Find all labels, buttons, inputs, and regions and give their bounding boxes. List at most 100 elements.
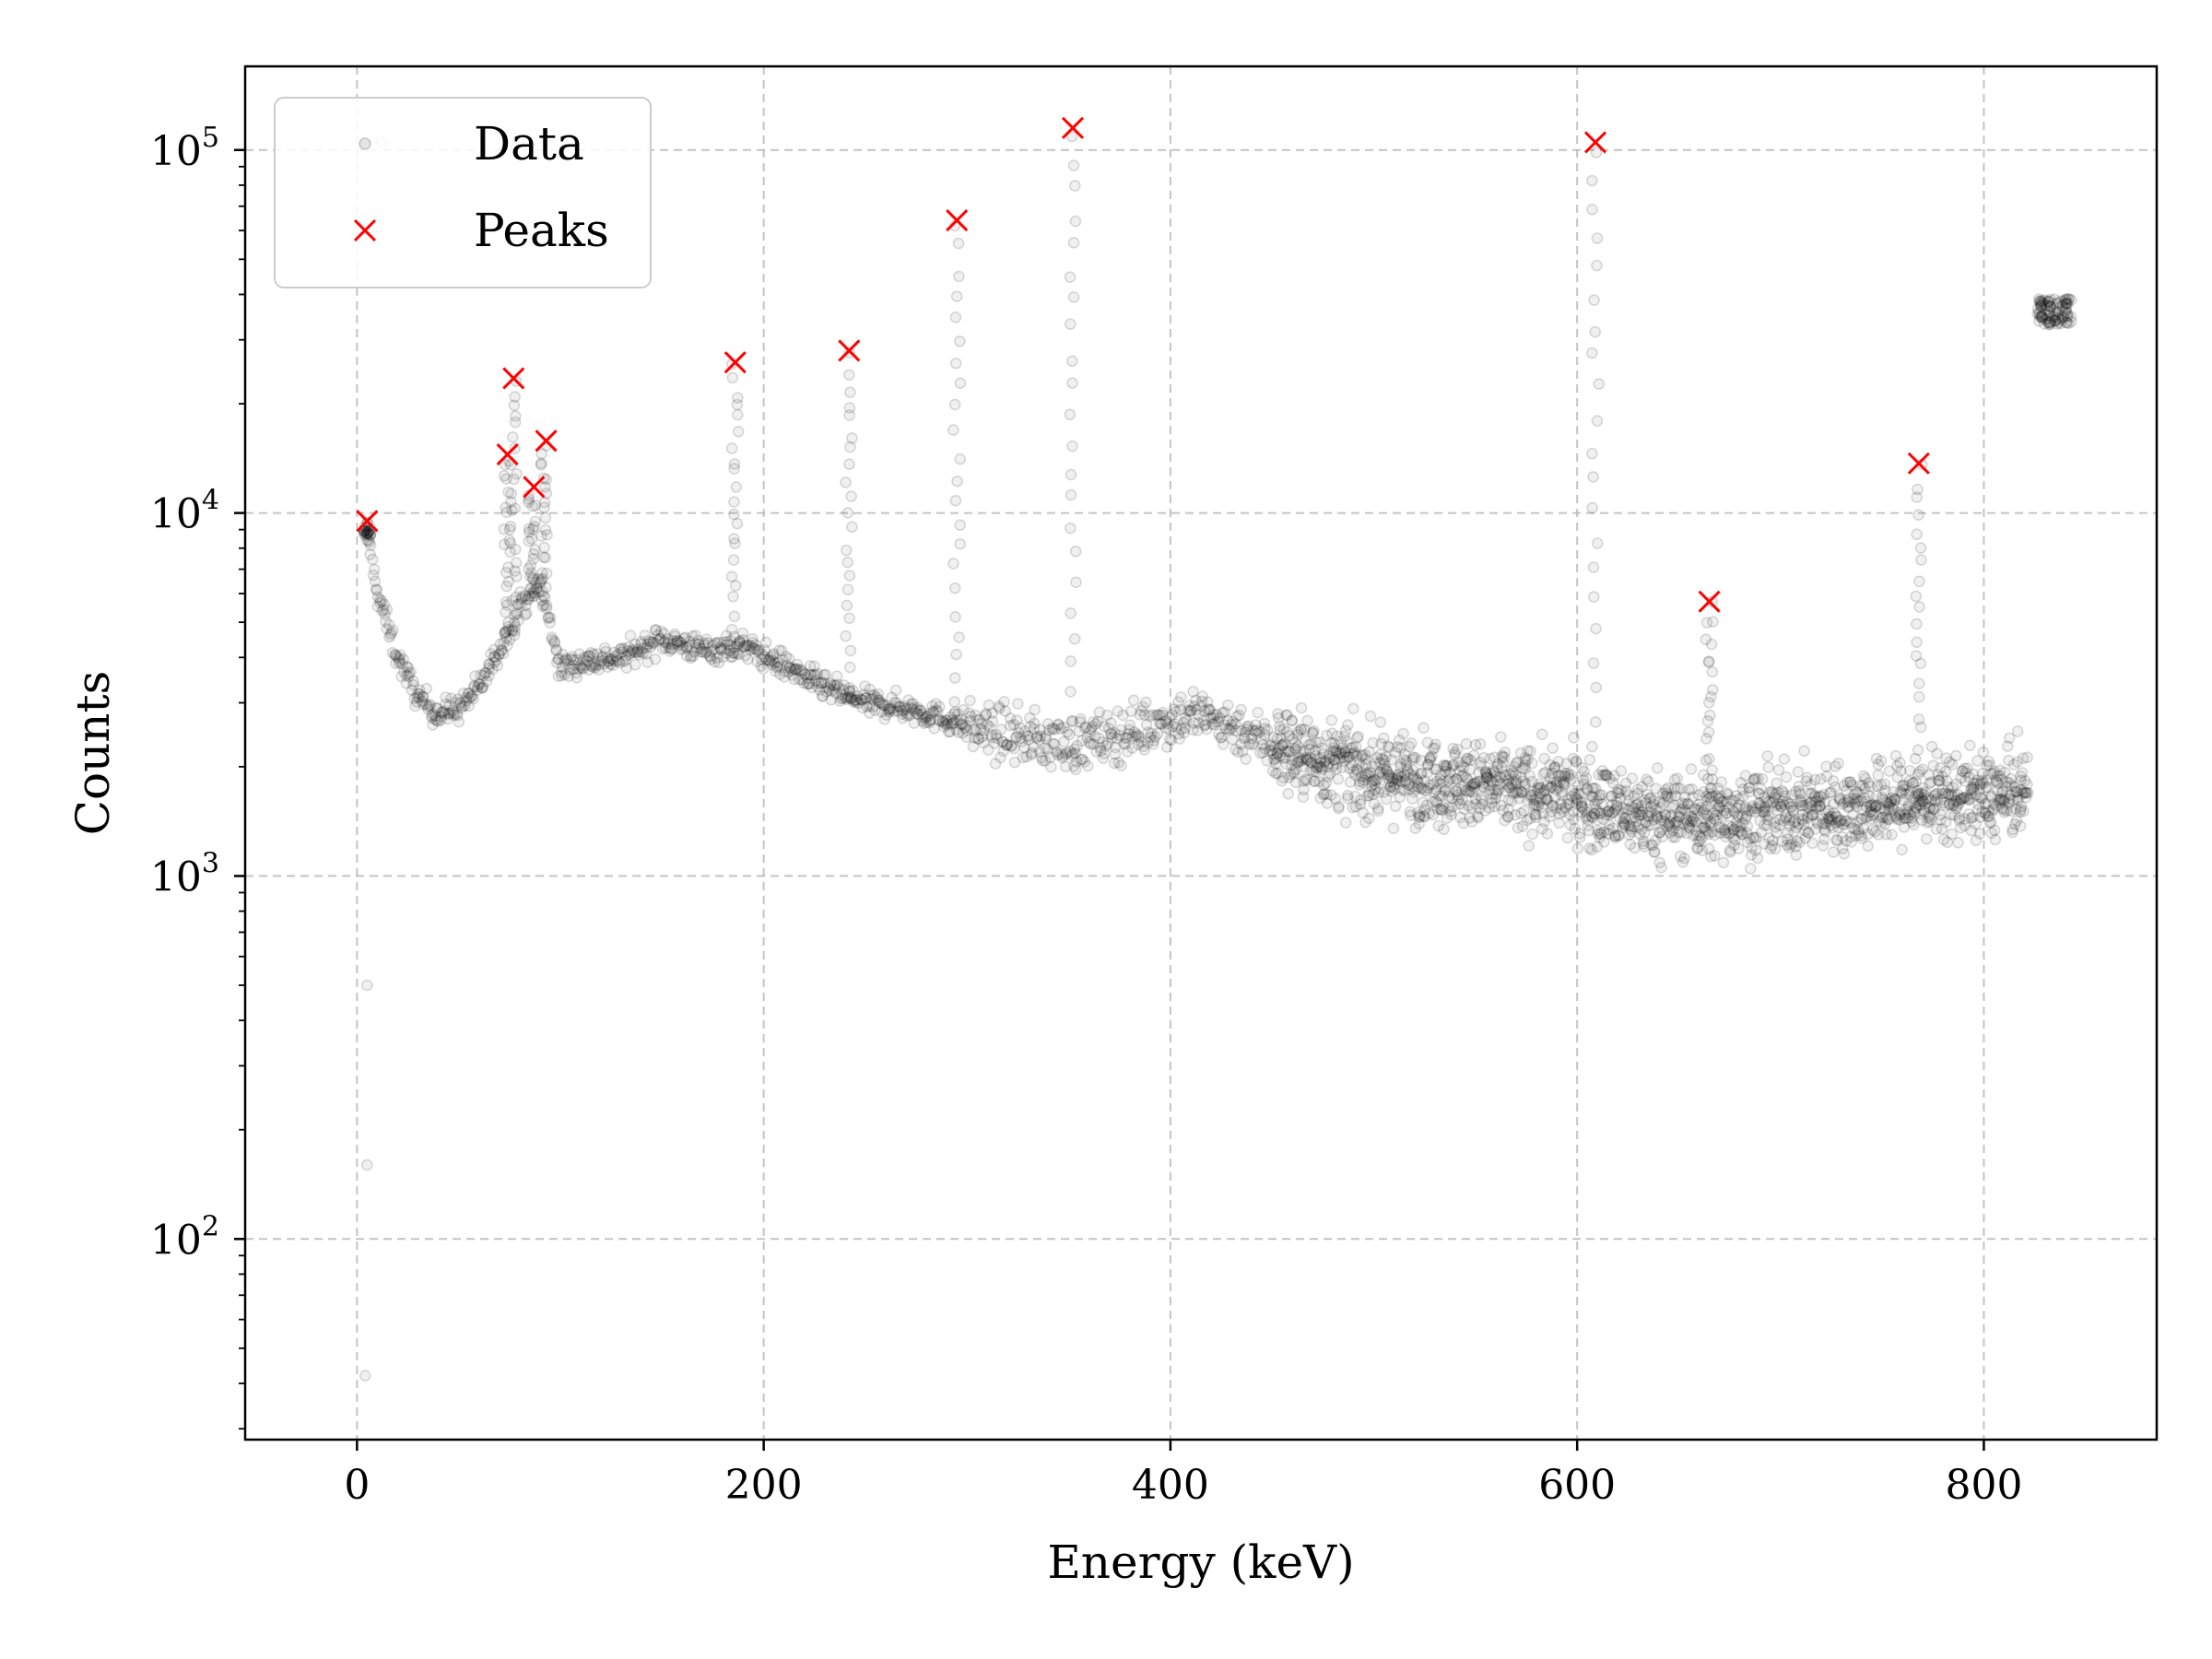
x-tick-label: 400 (1132, 1462, 1209, 1509)
data-point (803, 677, 816, 690)
data-point (463, 688, 476, 700)
data-point (1078, 756, 1090, 768)
data-point (475, 668, 488, 681)
cluster-point (2051, 318, 2064, 330)
data-point (630, 646, 643, 659)
data-point (1119, 732, 1132, 745)
data-point (742, 653, 754, 665)
data-point (788, 663, 801, 675)
peak-column-point (1069, 215, 1082, 228)
data-point (471, 680, 484, 693)
peak-column-point (1064, 408, 1077, 421)
data-point (406, 684, 418, 697)
data-point (575, 661, 587, 674)
data-point (1989, 833, 2002, 846)
data-point (851, 689, 864, 702)
data-point (1044, 751, 1056, 763)
data-point (1031, 730, 1043, 743)
peak-column-point (538, 541, 550, 554)
data-point (1524, 745, 1536, 758)
data-point (641, 656, 654, 668)
data-point (431, 702, 444, 715)
data-point (397, 665, 410, 678)
data-point (371, 600, 384, 613)
data-point (509, 620, 522, 633)
data-point (679, 631, 691, 643)
data-point (797, 677, 810, 689)
data-point (951, 714, 963, 726)
data-point (621, 645, 634, 657)
peak-column-point (948, 398, 961, 411)
peak-column-point (1912, 744, 1924, 757)
data-point (419, 698, 432, 711)
data-point (482, 658, 495, 671)
data-point (1105, 717, 1117, 729)
data-point (1878, 778, 1891, 791)
peak-column-point (950, 290, 963, 302)
data-point (1010, 731, 1023, 743)
data-point (559, 668, 571, 680)
data-point (1060, 760, 1072, 773)
data-point (429, 713, 441, 726)
data-point (875, 697, 888, 710)
data-point (900, 702, 912, 715)
data-point (771, 660, 784, 673)
data-point (817, 690, 829, 702)
data-point (512, 614, 524, 627)
data-point (741, 639, 754, 652)
peak-column-point (539, 551, 552, 564)
data-point (1047, 723, 1059, 735)
data-point (1075, 753, 1088, 766)
data-point (1119, 738, 1132, 750)
peak-column-point (954, 519, 966, 532)
data-point (1098, 747, 1111, 760)
data-point (694, 646, 707, 658)
data-point (899, 700, 911, 712)
data-point (374, 596, 386, 609)
data-point (1130, 728, 1143, 740)
data-point (781, 659, 794, 672)
data-point (841, 693, 853, 706)
data-point (400, 677, 413, 689)
y-axis-label: Counts (66, 671, 120, 836)
data-point (901, 708, 914, 720)
data-point (397, 653, 410, 665)
data-point (1780, 771, 1793, 783)
data-point (1790, 849, 1803, 862)
data-point (499, 627, 511, 640)
data-point (548, 637, 561, 650)
data-point (939, 713, 952, 726)
data-point (531, 582, 544, 594)
data-point (370, 582, 382, 595)
data-point (510, 606, 523, 619)
data-point (672, 634, 684, 647)
data-point (409, 700, 421, 712)
peak-column-point (1586, 204, 1598, 216)
data-point (1102, 722, 1115, 735)
data-point (1126, 742, 1138, 754)
data-point (1124, 705, 1137, 718)
data-point (820, 685, 833, 698)
data-point (773, 668, 786, 680)
data-point (374, 594, 386, 606)
data-point (462, 687, 475, 700)
data-point (1541, 828, 1554, 840)
data-point (494, 638, 507, 651)
data-point (560, 653, 573, 666)
data-point (988, 737, 1001, 749)
data-point (1018, 725, 1031, 737)
data-point (1733, 842, 1745, 855)
data-point (1341, 719, 1354, 731)
data-point (804, 660, 817, 672)
data-point (521, 593, 534, 606)
peak-column-point (529, 515, 542, 528)
data-point (413, 684, 426, 696)
peak-column-point (1587, 657, 1600, 669)
data-point (1430, 738, 1441, 751)
legend-peaks-label: Peaks (474, 204, 609, 257)
data-point (460, 694, 473, 707)
peak-column-point (1068, 632, 1081, 645)
peak-column-point (1067, 236, 1080, 249)
data-point (488, 651, 500, 663)
data-point (963, 707, 975, 720)
